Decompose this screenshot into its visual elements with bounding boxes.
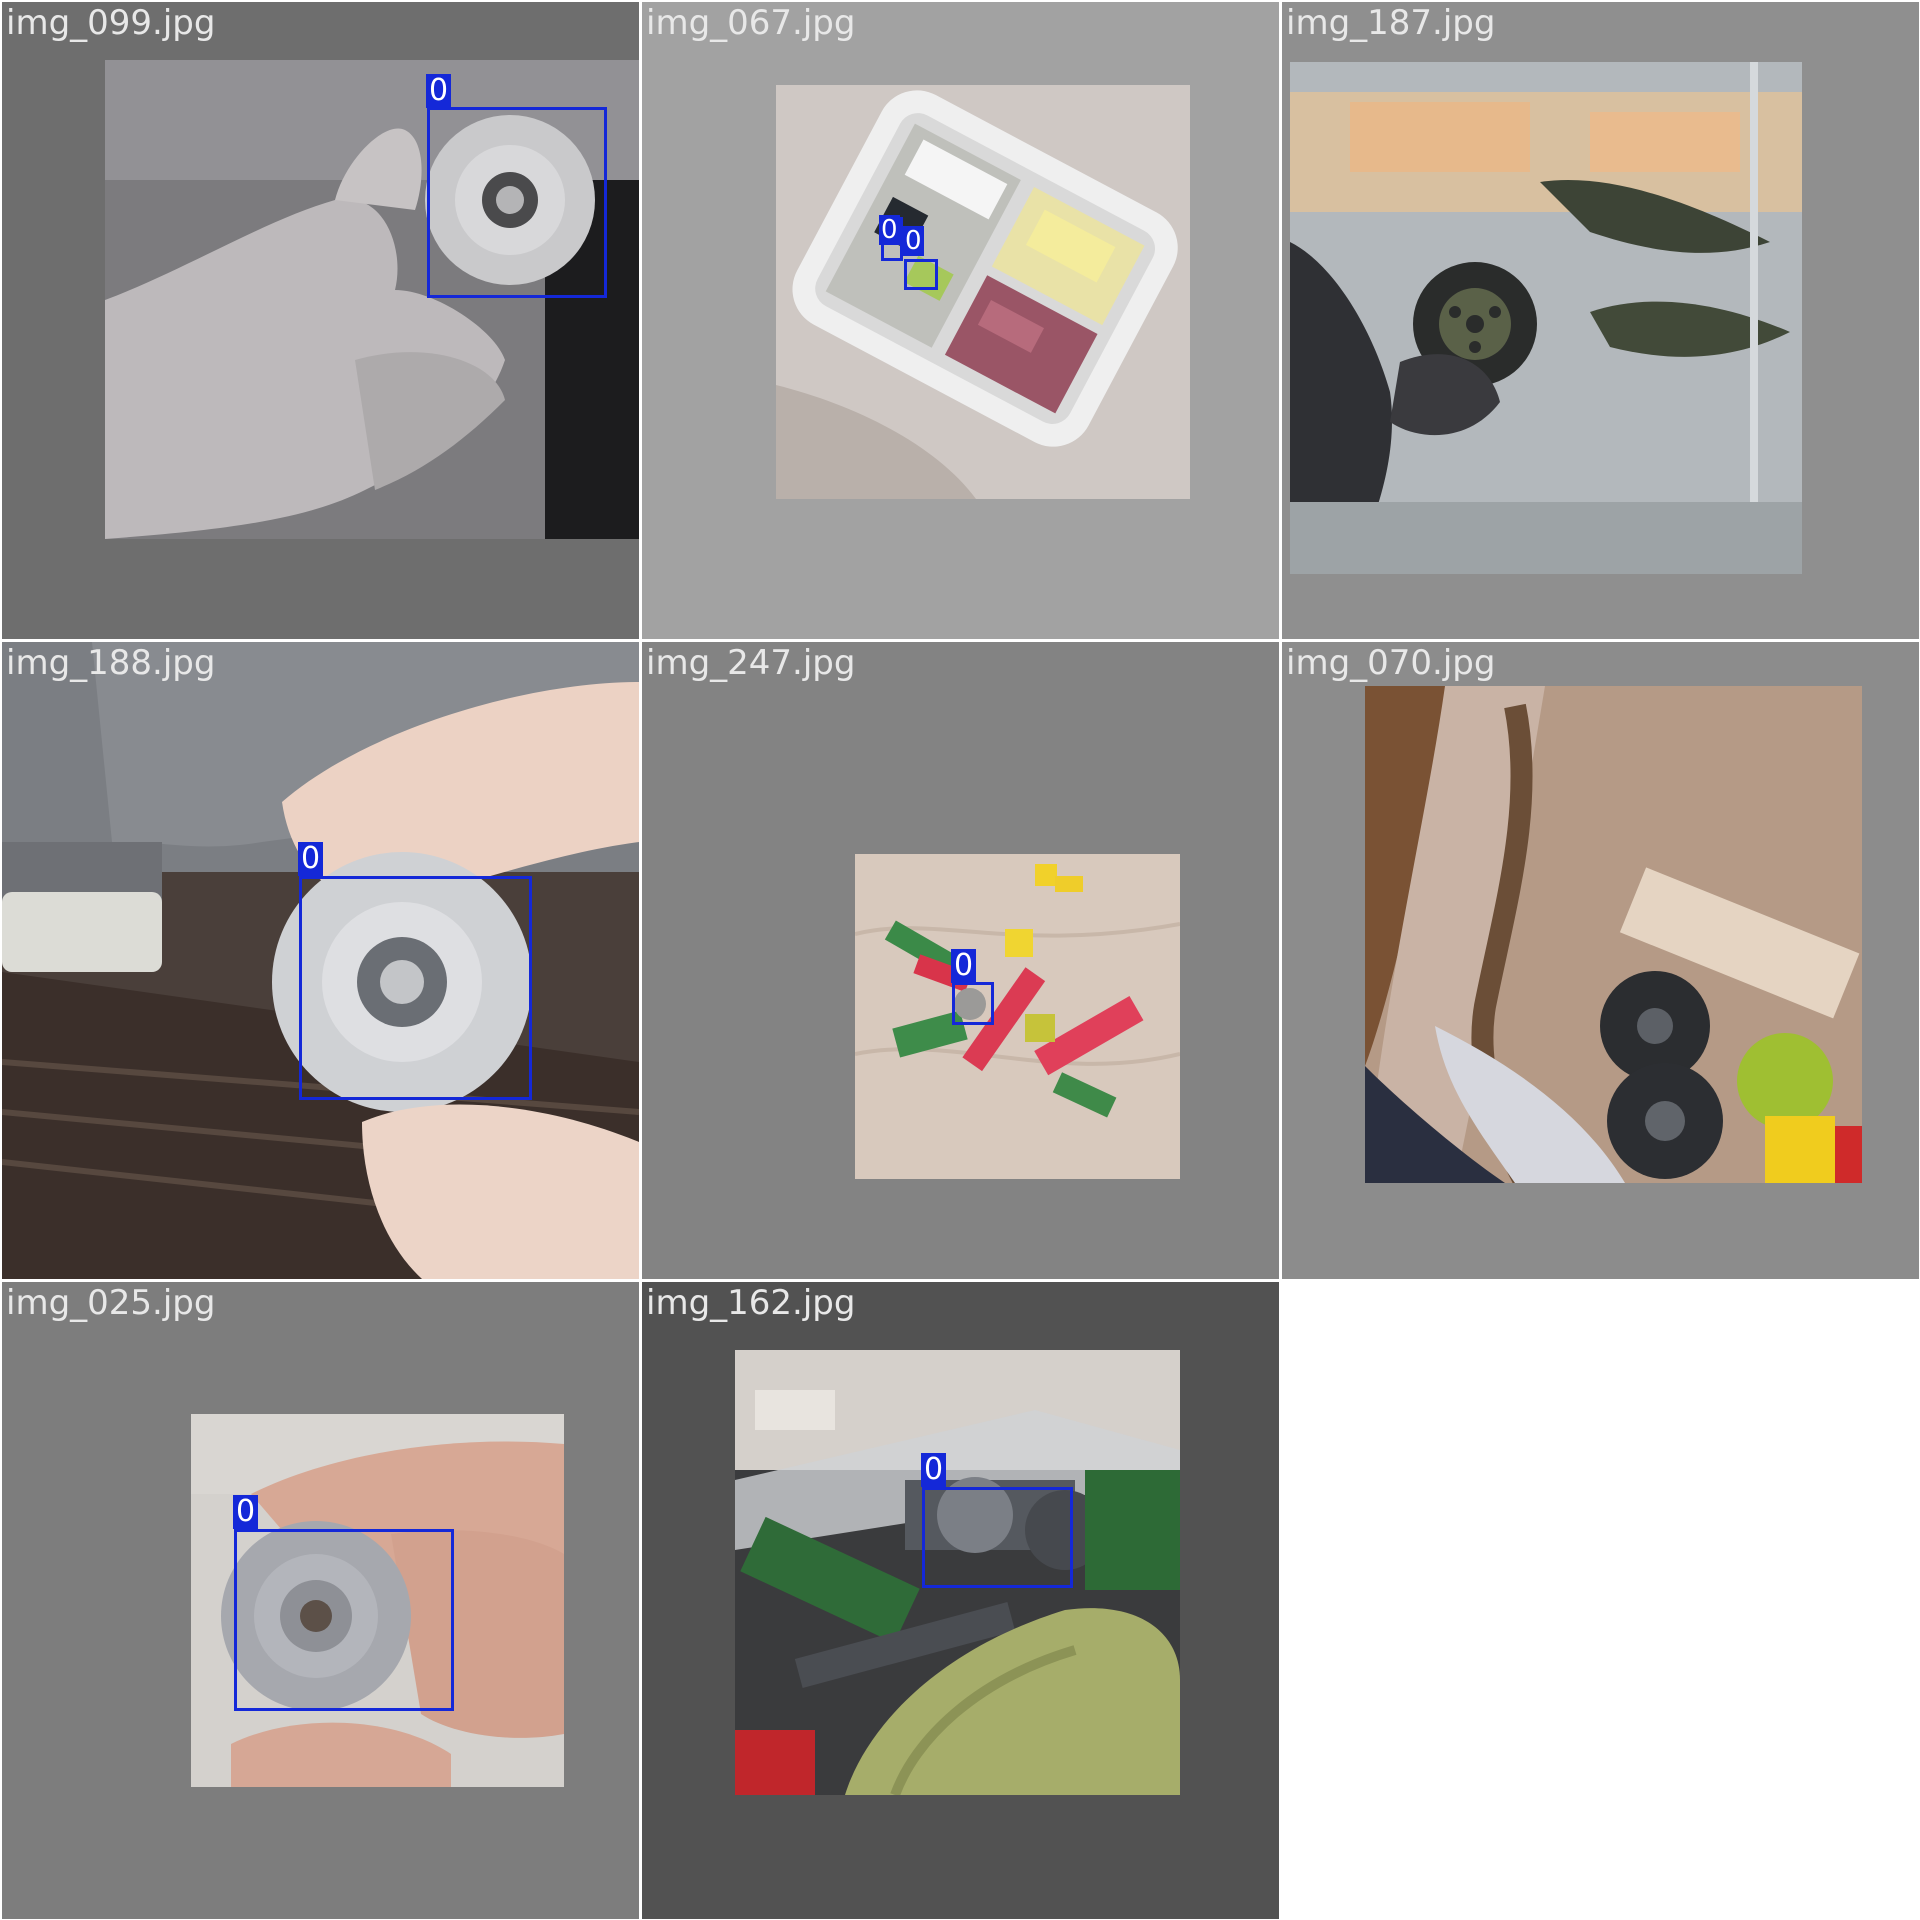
filename-label: img_099.jpg — [6, 3, 216, 43]
detection-class-label: 0 — [951, 949, 977, 983]
detection-class-label: 0 — [921, 1453, 947, 1487]
detection-box — [952, 982, 994, 1025]
detection-class-label: 0 — [426, 74, 452, 108]
filename-label: img_067.jpg — [646, 3, 856, 43]
photo-hand-holding-gear — [105, 60, 639, 539]
photo-parts-in-box — [735, 1350, 1180, 1795]
detection-class-label: 0 — [903, 226, 924, 256]
tile-img-188: img_188.jpg 0 — [2, 642, 639, 1279]
detection-box — [922, 1487, 1073, 1588]
tile-img-025: img_025.jpg 0 — [2, 1282, 639, 1919]
detection-class-label: 0 — [298, 842, 324, 876]
photo-wheel-by-window — [1290, 62, 1802, 574]
empty-tile — [1282, 1282, 1919, 1919]
detection-box — [427, 107, 607, 298]
detection-class-label: 0 — [233, 1495, 259, 1529]
photo-box-of-bricks — [776, 85, 1190, 499]
tile-img-099: img_099.jpg 0 — [2, 2, 639, 639]
filename-label: img_025.jpg — [6, 1283, 216, 1323]
tile-img-247: img_247.jpg 0 — [642, 642, 1279, 1279]
tile-img-162: img_162.jpg 0 — [642, 1282, 1279, 1919]
photo-bricks-on-carpet — [1365, 686, 1862, 1183]
detection-box — [904, 259, 938, 290]
filename-label: img_162.jpg — [646, 1283, 856, 1323]
tile-img-187: img_187.jpg — [1282, 2, 1919, 639]
photo-bricks-on-blanket — [855, 854, 1180, 1179]
photo-hand-holding-gear — [191, 1414, 564, 1787]
filename-label: img_187.jpg — [1286, 3, 1496, 43]
detection-class-label: 0 — [879, 215, 900, 245]
filename-label: img_070.jpg — [1286, 643, 1496, 683]
detection-box — [299, 876, 532, 1100]
tile-img-067: img_067.jpg 0 0 — [642, 2, 1279, 639]
filename-label: img_247.jpg — [646, 643, 856, 683]
filename-label: img_188.jpg — [6, 643, 216, 683]
tile-img-070: img_070.jpg — [1282, 642, 1919, 1279]
photo-fingers-holding-gear — [2, 642, 639, 1279]
detection-box — [234, 1529, 454, 1711]
